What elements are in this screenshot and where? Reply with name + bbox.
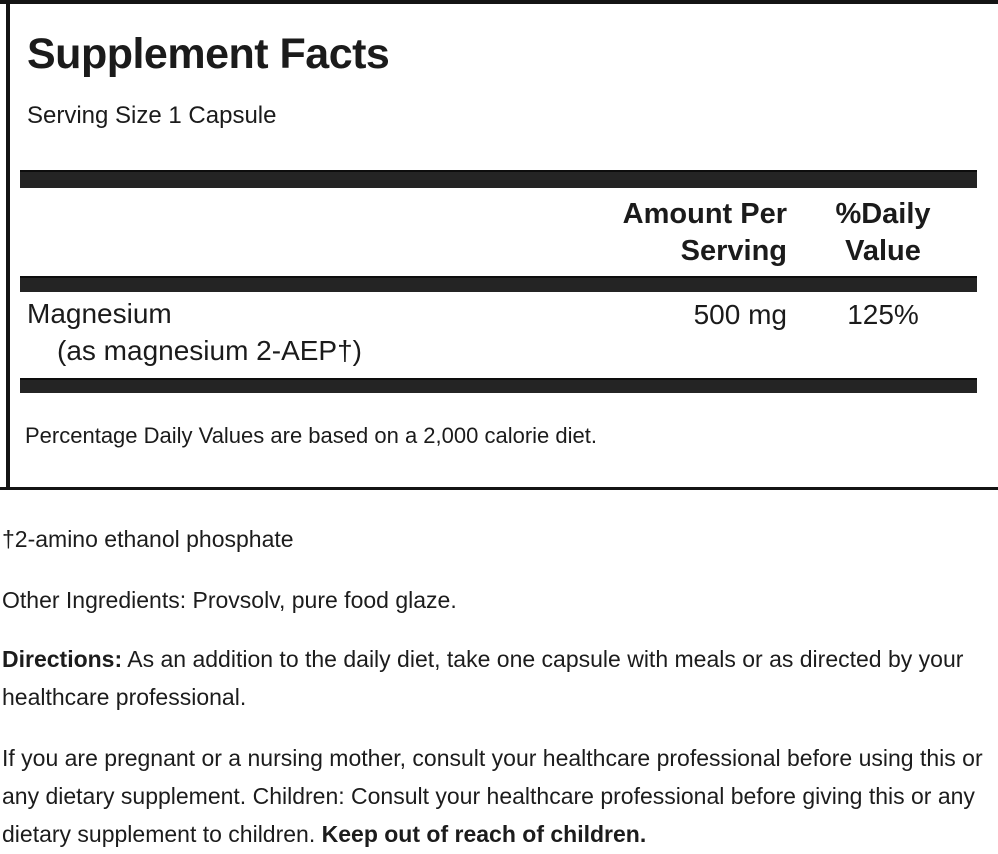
thick-rule-middle: [20, 276, 977, 292]
column-header-dv-line2: Value: [845, 235, 921, 267]
column-header-dv-line1: %Daily: [835, 198, 931, 230]
nutrient-detail: (as magnesium 2-AEP†): [57, 335, 363, 366]
daily-value-footnote: Percentage Daily Values are based on a 2…: [25, 423, 597, 448]
column-header-amount-line1: Amount Per: [622, 198, 787, 230]
dagger-definition-note: †2-amino ethanol phosphate: [2, 526, 294, 552]
warning-keep-out-text: Keep out of reach of children.: [321, 821, 647, 847]
label-box-left-border: [6, 2, 10, 490]
column-header-amount-per-serving: Amount Per Serving: [487, 196, 787, 270]
nutrient-name: Magnesium: [27, 298, 172, 329]
warning-paragraph: If you are pregnant or a nursing mother,…: [2, 739, 996, 853]
directions-text: As an addition to the daily diet, take o…: [2, 646, 964, 710]
serving-size-text: Serving Size 1 Capsule: [27, 102, 277, 129]
warning-text: If you are pregnant or a nursing mother,…: [2, 745, 983, 847]
thick-rule-bottom: [20, 378, 977, 393]
label-box-top-border: [0, 0, 998, 4]
thick-rule-top: [20, 170, 977, 188]
nutrient-amount: 500 mg: [693, 299, 787, 330]
column-header-amount-line2: Serving: [680, 235, 787, 267]
label-box-bottom-border: [0, 487, 998, 490]
column-header-daily-value: %Daily Value: [829, 196, 937, 270]
other-ingredients-text: Other Ingredients: Provsolv, pure food g…: [2, 587, 457, 613]
nutrient-daily-value: 125%: [847, 299, 919, 330]
directions-label: Directions:: [2, 646, 123, 672]
supplement-facts-title: Supplement Facts: [27, 30, 390, 78]
directions-paragraph: Directions: As an addition to the daily …: [2, 640, 994, 716]
